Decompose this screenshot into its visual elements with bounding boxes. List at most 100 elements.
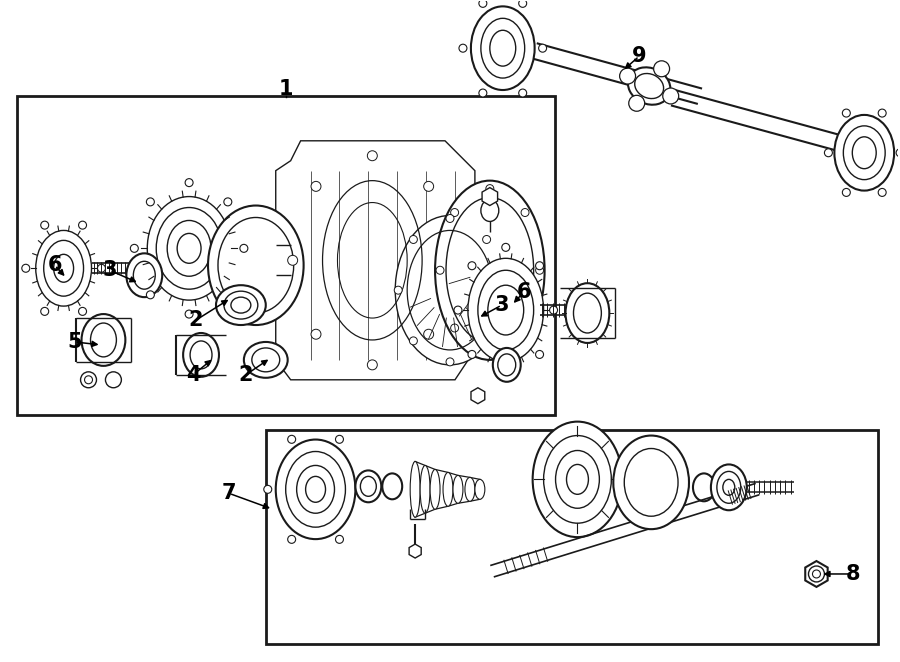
Circle shape [130, 244, 139, 252]
Ellipse shape [183, 333, 219, 377]
Circle shape [311, 329, 321, 339]
Circle shape [451, 324, 459, 332]
Ellipse shape [471, 7, 535, 90]
Polygon shape [471, 388, 485, 404]
Circle shape [502, 244, 509, 252]
Circle shape [518, 89, 526, 97]
Circle shape [518, 0, 526, 7]
Circle shape [808, 566, 824, 582]
Circle shape [394, 286, 402, 294]
Ellipse shape [167, 220, 211, 276]
Text: 2: 2 [238, 365, 253, 385]
Circle shape [147, 198, 155, 206]
Circle shape [486, 348, 494, 356]
Circle shape [224, 291, 232, 299]
Ellipse shape [410, 461, 420, 517]
Ellipse shape [453, 475, 463, 503]
Circle shape [424, 181, 434, 191]
Circle shape [22, 264, 30, 272]
Ellipse shape [613, 436, 689, 529]
Ellipse shape [297, 465, 335, 513]
Circle shape [468, 261, 476, 269]
Ellipse shape [216, 285, 266, 325]
Ellipse shape [252, 348, 280, 372]
Circle shape [78, 221, 86, 229]
Ellipse shape [420, 465, 430, 513]
Ellipse shape [533, 422, 622, 537]
Circle shape [410, 236, 418, 244]
Ellipse shape [544, 436, 611, 523]
Circle shape [662, 88, 679, 104]
Circle shape [486, 185, 494, 193]
Circle shape [288, 536, 296, 544]
Circle shape [40, 307, 49, 315]
Ellipse shape [834, 115, 894, 191]
Circle shape [454, 306, 462, 314]
Circle shape [842, 189, 850, 197]
Circle shape [896, 149, 900, 157]
Text: 6: 6 [48, 256, 62, 275]
Bar [17, 96, 554, 414]
Circle shape [367, 151, 377, 161]
Circle shape [878, 189, 886, 197]
Ellipse shape [356, 471, 382, 502]
Circle shape [288, 436, 296, 444]
Circle shape [311, 181, 321, 191]
Circle shape [482, 236, 491, 244]
Ellipse shape [177, 234, 201, 263]
Ellipse shape [446, 197, 534, 343]
Bar [266, 430, 878, 643]
Ellipse shape [573, 293, 601, 333]
Ellipse shape [475, 479, 485, 499]
Circle shape [479, 89, 487, 97]
Circle shape [447, 256, 457, 265]
Ellipse shape [133, 261, 155, 289]
Circle shape [842, 109, 850, 117]
Circle shape [240, 244, 248, 252]
Ellipse shape [465, 477, 475, 501]
Circle shape [410, 337, 418, 345]
Text: 7: 7 [221, 483, 236, 503]
Circle shape [536, 261, 544, 269]
Polygon shape [275, 141, 475, 380]
Circle shape [224, 198, 232, 206]
Ellipse shape [275, 440, 356, 539]
Polygon shape [806, 561, 828, 587]
Ellipse shape [218, 218, 293, 313]
Ellipse shape [481, 199, 499, 222]
Text: 3: 3 [103, 260, 117, 280]
Ellipse shape [126, 254, 162, 297]
Circle shape [653, 61, 670, 77]
Ellipse shape [157, 207, 222, 289]
Ellipse shape [244, 342, 288, 378]
Ellipse shape [555, 451, 599, 508]
Text: 5: 5 [68, 332, 82, 352]
Circle shape [878, 109, 886, 117]
Ellipse shape [54, 254, 74, 282]
Text: 9: 9 [632, 46, 646, 66]
Circle shape [451, 209, 459, 216]
Circle shape [446, 214, 454, 222]
Circle shape [521, 324, 529, 332]
Ellipse shape [44, 240, 84, 296]
Circle shape [288, 256, 298, 265]
Ellipse shape [711, 465, 747, 510]
Text: 3: 3 [494, 295, 509, 315]
Circle shape [105, 372, 122, 388]
Circle shape [424, 329, 434, 339]
Circle shape [502, 369, 509, 377]
Ellipse shape [224, 291, 257, 319]
Circle shape [479, 0, 487, 7]
Ellipse shape [208, 205, 303, 325]
Circle shape [459, 44, 467, 52]
Circle shape [185, 310, 193, 318]
Circle shape [367, 360, 377, 370]
Ellipse shape [468, 258, 544, 362]
Text: 2: 2 [189, 310, 203, 330]
Circle shape [629, 95, 644, 111]
Ellipse shape [82, 314, 125, 366]
Text: 1: 1 [278, 79, 293, 99]
Ellipse shape [435, 181, 544, 360]
Text: 6: 6 [517, 282, 531, 302]
Circle shape [482, 337, 491, 345]
